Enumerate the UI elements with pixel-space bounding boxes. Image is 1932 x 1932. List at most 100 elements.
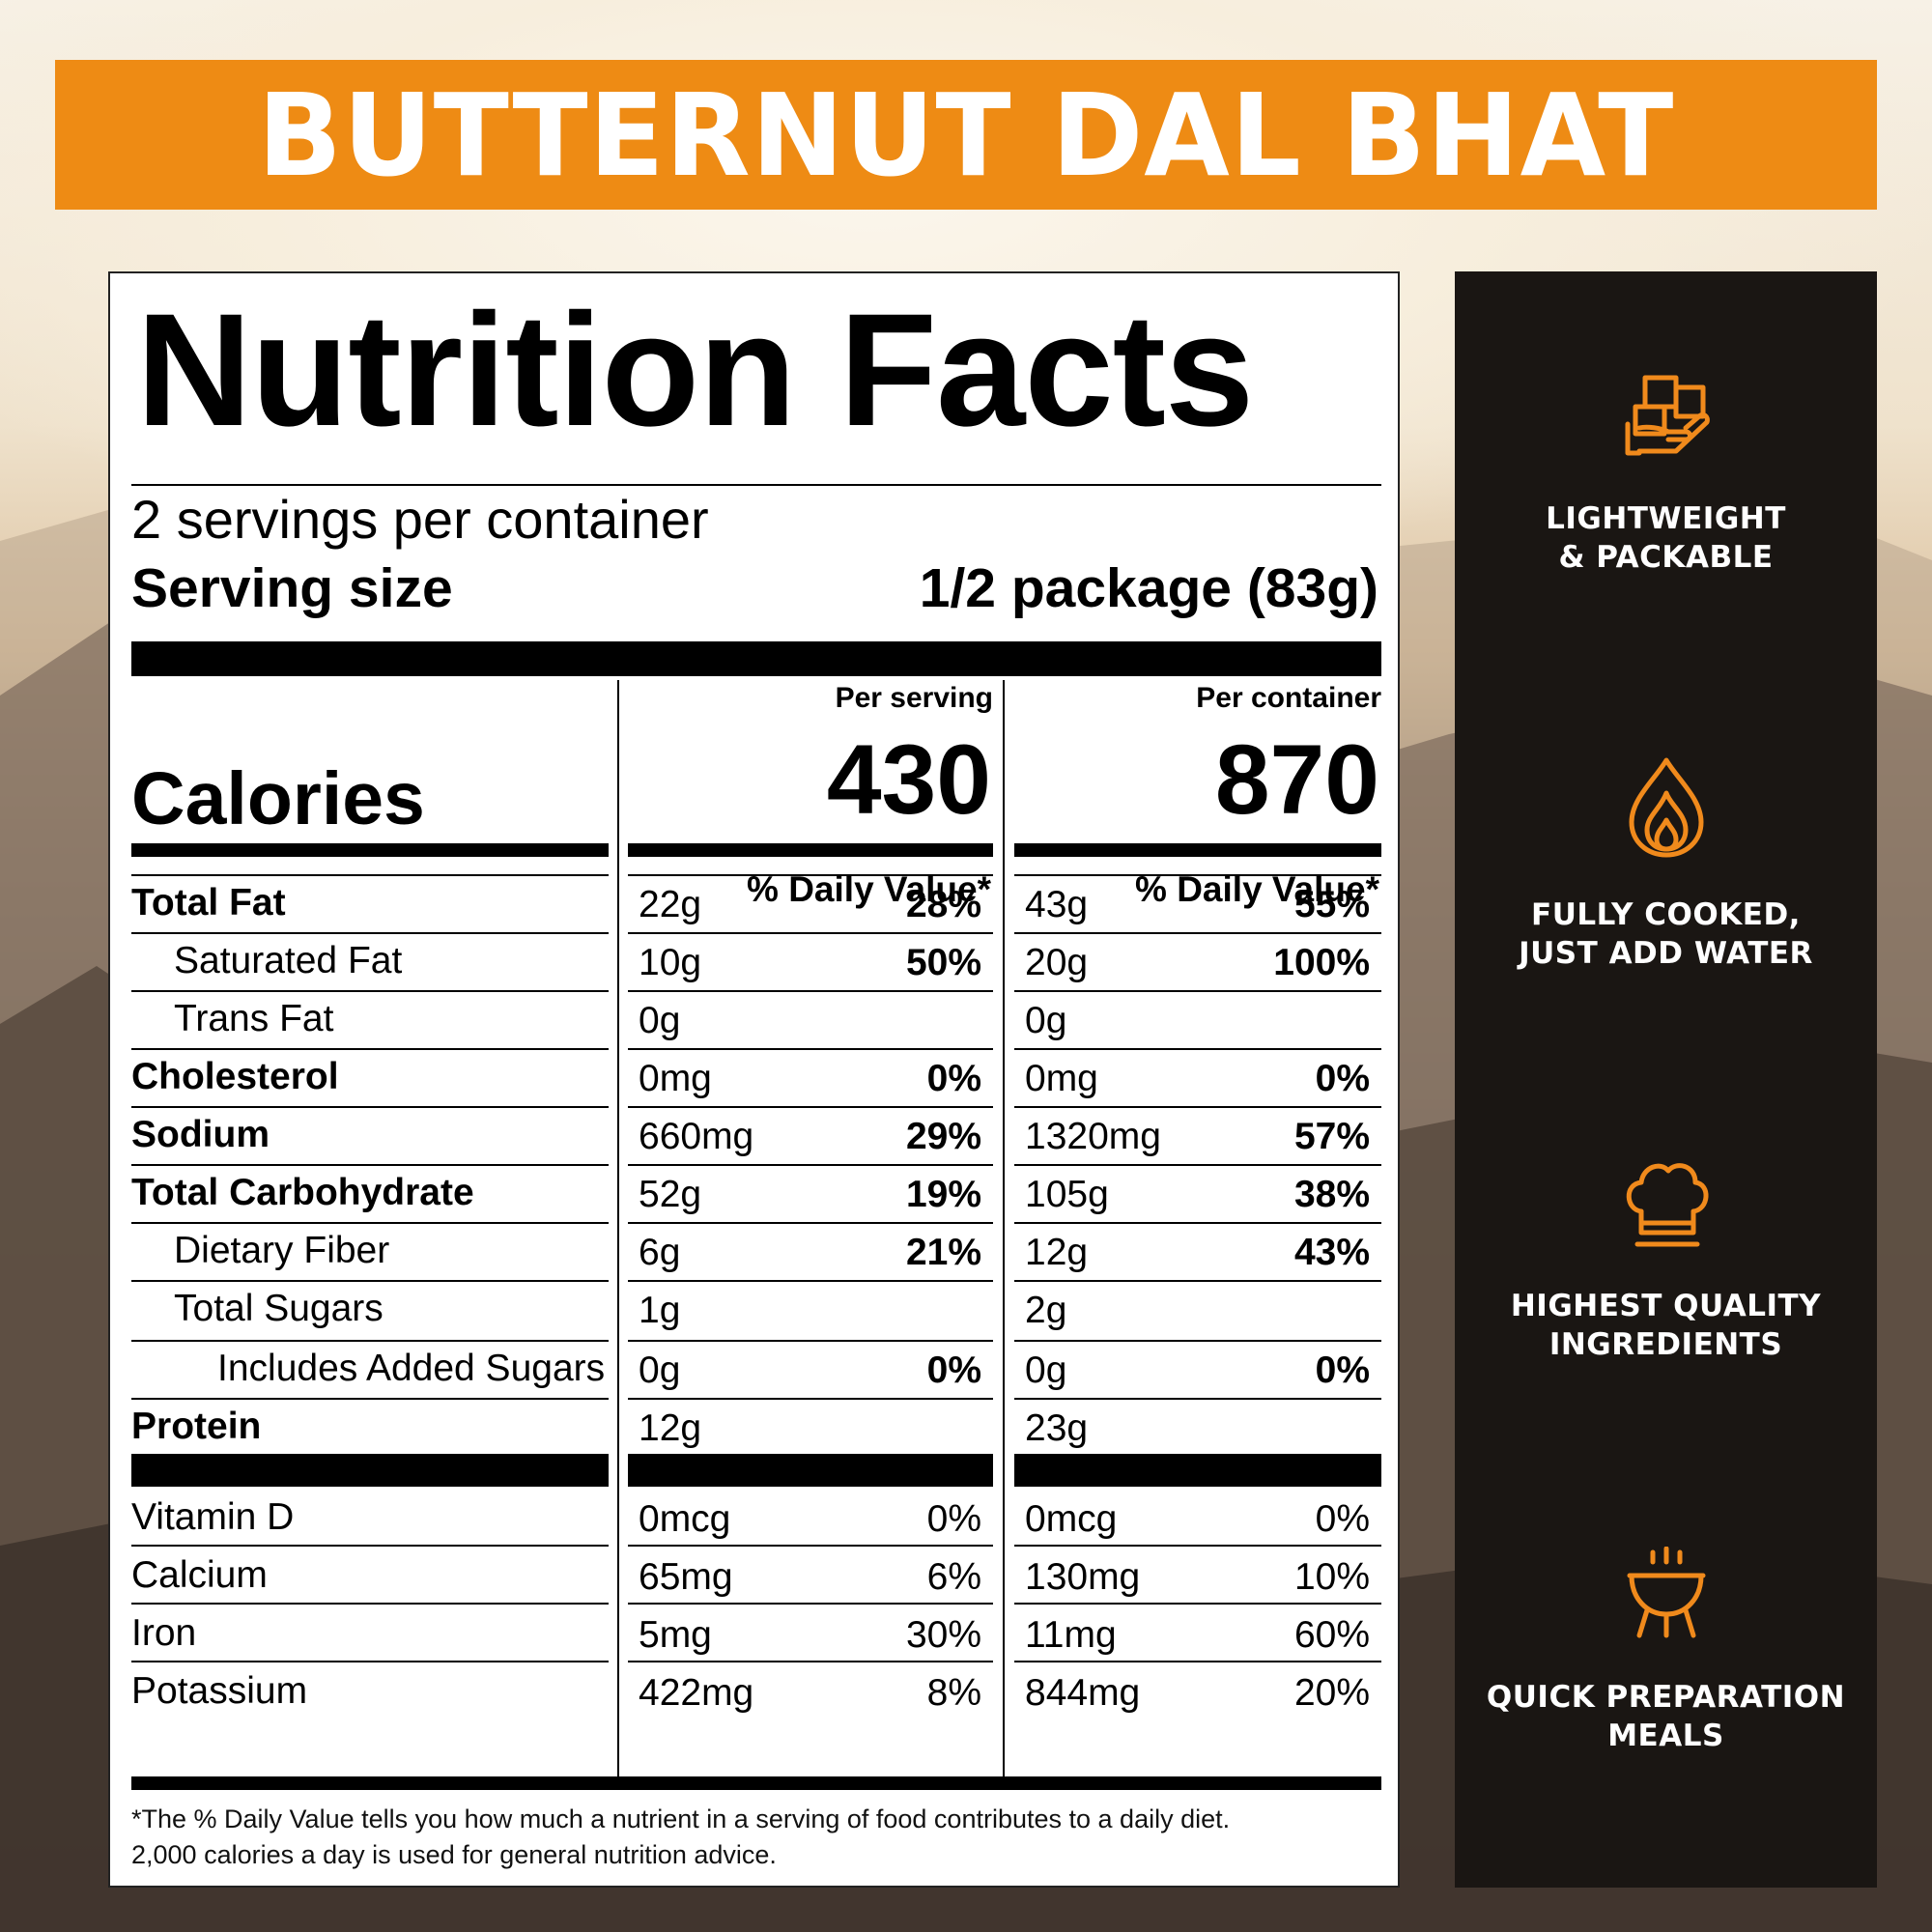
per-serving-daily-value: 6% [926,1556,981,1598]
vitamin-label: Vitamin D [131,1496,295,1538]
row-divider [628,1398,993,1400]
nutrition-facts-heading: Nutrition Facts [136,281,1254,460]
nutrient-label: Total Sugars [174,1288,384,1329]
row-divider [131,1280,609,1282]
feature-lightweight: LIGHTWEIGHT & PACKABLE [1455,368,1877,577]
per-container-amount: 0mcg [1025,1498,1118,1540]
per-serving-label: Per serving [835,682,993,714]
row-divider [1014,1164,1381,1166]
nutrient-label: Trans Fat [174,998,334,1039]
per-serving-daily-value: 19% [905,1174,981,1215]
row-divider [1014,1661,1381,1662]
row-divider [131,1222,609,1224]
chef-hat-icon [1626,1163,1708,1247]
per-container-daily-value: 10% [1293,1556,1370,1598]
per-container-amount: 43g [1025,884,1089,925]
per-container-daily-value: 55% [1293,884,1370,925]
per-container-label: Per container [1196,682,1381,714]
feature-line-1: LIGHTWEIGHT [1546,501,1786,536]
row-divider [1014,1398,1381,1400]
column-separator [617,680,619,1776]
per-container-amount: 0g [1025,1000,1067,1041]
row-divider [628,1164,993,1166]
row-divider [131,932,609,934]
per-serving-amount: 0mcg [639,1498,731,1540]
servings-per-container: 2 servings per container [131,489,709,550]
calories-per-serving: 430 [826,724,991,835]
nutrient-label: Saturated Fat [174,940,403,981]
row-divider [131,1454,609,1487]
row-divider [628,932,993,934]
row-divider [628,1545,993,1547]
row-divider [131,874,609,876]
nutrient-label: Dietary Fiber [174,1230,390,1271]
per-serving-daily-value: 0% [926,1058,981,1099]
bottom-divider [131,1776,1381,1790]
row-divider [628,1048,993,1050]
feature-fully-cooked: FULLY COOKED, JUST ADD WATER [1455,754,1877,973]
divider [131,484,1381,486]
row-divider [628,1454,993,1487]
calories-divider [1014,843,1381,857]
nutrient-label: Total Carbohydrate [131,1172,474,1213]
per-container-daily-value: 0% [1315,1058,1370,1099]
row-divider [628,1661,993,1662]
feature-quick-prep: QUICK PREPARATION MEALS [1455,1547,1877,1755]
per-container-daily-value: 38% [1293,1174,1370,1215]
per-container-daily-value: 20% [1293,1672,1370,1714]
row-divider [131,1661,609,1662]
row-divider [1014,1048,1381,1050]
serving-size-label: Serving size [131,557,453,619]
nutrient-label: Sodium [131,1114,270,1155]
per-container-amount: 23g [1025,1407,1089,1449]
nutrient-label: Total Fat [131,882,286,923]
serving-size-value: 1/2 package (83g) [919,557,1378,619]
row-divider [131,990,609,992]
per-serving-daily-value: 28% [905,884,981,925]
row-divider [1014,1106,1381,1108]
per-container-amount: 12g [1025,1232,1089,1273]
nutrient-label: Protein [131,1406,262,1447]
per-serving-daily-value: 0% [926,1350,981,1391]
package-hand-icon [1625,375,1710,456]
row-divider [628,1222,993,1224]
row-divider [131,1106,609,1108]
daily-value-footnote: *The % Daily Value tells you how much a … [131,1802,1387,1873]
row-divider [1014,990,1381,992]
features-panel: LIGHTWEIGHT & PACKABLE FULLY COOKED, JUS… [1455,271,1877,1888]
per-serving-amount: 0mg [639,1058,712,1099]
row-divider [131,1340,609,1342]
per-serving-amount: 1g [639,1290,681,1331]
row-divider [628,1340,993,1342]
row-divider [1014,1603,1381,1605]
per-container-daily-value: 57% [1293,1116,1370,1157]
per-serving-amount: 22g [639,884,702,925]
title-banner: BUTTERNUT DAL BHAT [55,60,1877,210]
per-serving-amount: 65mg [639,1556,733,1598]
row-divider [628,1280,993,1282]
feature-line-2: MEALS [1607,1719,1724,1753]
per-container-amount: 105g [1025,1174,1109,1215]
row-divider [131,1603,609,1605]
nutrition-facts-panel: Nutrition Facts 2 servings per container… [108,271,1400,1888]
feature-line-2: JUST ADD WATER [1519,936,1813,971]
per-container-amount: 1320mg [1025,1116,1161,1157]
per-container-amount: 20g [1025,942,1089,983]
row-divider [1014,1222,1381,1224]
row-divider [628,874,993,876]
per-serving-daily-value: 50% [905,942,981,983]
vitamin-label: Potassium [131,1670,308,1712]
per-container-daily-value: 0% [1315,1498,1370,1540]
nutrient-label: Cholesterol [131,1056,339,1097]
per-serving-amount: 660mg [639,1116,754,1157]
per-container-amount: 844mg [1025,1672,1141,1714]
per-serving-amount: 12g [639,1407,702,1449]
calories-divider [131,843,609,857]
thick-divider [131,641,1381,676]
per-container-daily-value: 100% [1273,942,1370,983]
row-divider [628,990,993,992]
nutrient-label: Includes Added Sugars [217,1348,606,1389]
per-container-amount: 0mg [1025,1058,1098,1099]
row-divider [1014,1340,1381,1342]
calories-per-container: 870 [1214,724,1379,835]
